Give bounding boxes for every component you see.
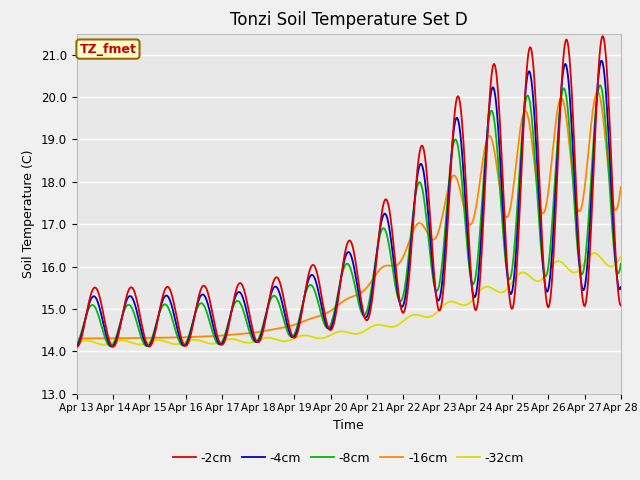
Line: -4cm: -4cm [77,61,621,347]
-16cm [617,184,625,190]
-4cm [108,344,115,349]
-16cm [73,336,81,341]
Line: -8cm: -8cm [77,85,621,347]
-8cm [596,83,604,88]
-32cm [617,254,625,260]
-4cm [83,311,90,316]
-4cm [598,58,605,64]
-32cm [223,336,231,342]
-32cm [195,337,202,343]
-4cm [416,163,424,168]
-32cm [591,250,598,256]
Title: Tonzi Soil Temperature Set D: Tonzi Soil Temperature Set D [230,11,468,29]
-32cm [431,311,439,316]
-2cm [194,297,202,303]
-4cm [223,326,231,332]
-2cm [617,302,625,308]
-8cm [416,179,424,185]
-8cm [617,261,625,267]
-16cm [139,335,147,341]
-8cm [223,324,231,329]
-16cm [593,89,601,95]
Line: -2cm: -2cm [77,36,621,347]
Text: TZ_fmet: TZ_fmet [79,43,136,56]
-32cm [83,337,90,343]
-16cm [83,336,90,341]
-8cm [195,302,202,308]
-16cm [223,332,230,338]
-32cm [73,340,81,346]
-4cm [431,288,439,294]
-2cm [599,33,607,39]
Line: -16cm: -16cm [77,92,621,338]
-2cm [73,344,81,350]
-16cm [431,236,438,242]
Y-axis label: Soil Temperature (C): Soil Temperature (C) [22,149,35,278]
-8cm [83,312,90,317]
-8cm [431,287,439,292]
X-axis label: Time: Time [333,419,364,432]
-8cm [140,340,147,346]
-32cm [140,341,147,347]
-16cm [415,220,422,226]
Legend: -2cm, -4cm, -8cm, -16cm, -32cm: -2cm, -4cm, -8cm, -16cm, -32cm [168,447,529,469]
-4cm [140,335,147,341]
-2cm [431,278,438,284]
-4cm [617,284,625,290]
-8cm [73,342,81,348]
-8cm [106,344,114,349]
-4cm [195,298,202,303]
-4cm [73,343,81,349]
Line: -32cm: -32cm [77,253,621,345]
-2cm [415,155,422,160]
-2cm [83,311,90,316]
-2cm [223,332,230,338]
-32cm [100,342,108,348]
-16cm [194,334,202,340]
-32cm [416,312,424,318]
-2cm [139,326,147,332]
